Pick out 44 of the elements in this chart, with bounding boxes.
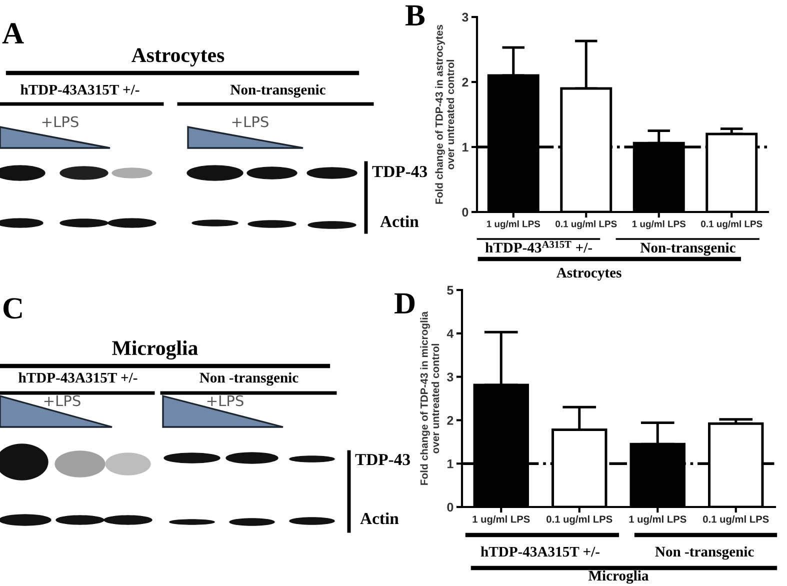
text: TDP-43 bbox=[355, 454, 410, 466]
text: C bbox=[3, 298, 22, 319]
y-axis-title: Fold change of TDP-43 in microglia over untreated control bbox=[420, 311, 440, 485]
text: +LPS bbox=[42, 116, 78, 128]
text: Actin bbox=[360, 512, 399, 524]
x-tick-label: 1 ug/ml LPS bbox=[629, 515, 686, 525]
y-tick-label: 5 bbox=[447, 286, 454, 295]
y-tick-label: 3 bbox=[447, 372, 454, 382]
x-tick-label: 0.1 ug/ml LPS bbox=[701, 220, 762, 230]
x-tick-label: 0.1 ug/ml LPS bbox=[556, 220, 617, 230]
text: D bbox=[394, 293, 415, 314]
y-tick-label: 2 bbox=[462, 78, 468, 87]
text: Non -transgenic bbox=[200, 372, 298, 386]
y-tick-label: 4 bbox=[446, 329, 454, 338]
y-tick-label: 0 bbox=[447, 502, 454, 512]
text: +LPS bbox=[44, 395, 80, 406]
text: hTDP-43A315T +/- bbox=[480, 546, 600, 557]
y-tick-label: 0 bbox=[462, 208, 468, 217]
text: Non -transgenic bbox=[655, 546, 754, 560]
y-tick-label: 1 bbox=[462, 142, 468, 152]
text: Astrocytes bbox=[132, 48, 224, 66]
text: Microglia bbox=[112, 340, 198, 360]
y-tick-label: 3 bbox=[462, 12, 468, 22]
text: Non-transgenic bbox=[640, 242, 736, 256]
x-tick-label: 1 ug/ml LPS bbox=[632, 220, 686, 230]
y-tick-label: 2 bbox=[447, 416, 454, 425]
text: Non-transgenic bbox=[230, 84, 326, 98]
text: A bbox=[2, 23, 24, 44]
text: hTDP-43A315T +/- bbox=[20, 84, 140, 95]
text: Actin bbox=[380, 215, 419, 228]
text: hTDP-43$^{A315T}$ +/- bbox=[485, 240, 592, 253]
text: +LPS bbox=[207, 395, 244, 406]
y-axis-title: Fold change of TDP-43 in astrocytes over untreated control bbox=[435, 24, 454, 204]
text: TDP-43 bbox=[372, 166, 427, 178]
text: B bbox=[406, 5, 425, 26]
text: Astrocytes bbox=[556, 268, 622, 281]
text: Microglia bbox=[588, 570, 649, 584]
x-tick-label: 1 ug/ml LPS bbox=[486, 220, 540, 230]
y-tick-label: 1 bbox=[448, 460, 454, 468]
text: +LPS bbox=[232, 116, 268, 128]
x-tick-label: 0.1 ug/ml LPS bbox=[703, 515, 769, 525]
x-tick-label: 0.1 ug/ml LPS bbox=[546, 515, 612, 525]
text: hTDP-43A315T +/- bbox=[18, 372, 138, 383]
x-tick-label: 1 ug/ml LPS bbox=[472, 515, 530, 525]
